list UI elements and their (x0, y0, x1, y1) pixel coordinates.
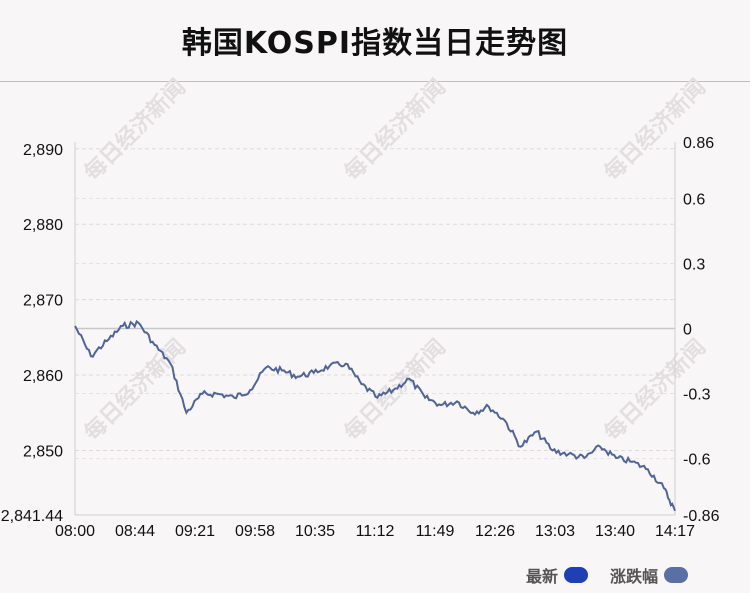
series-line (74, 319, 676, 512)
x-tick-2: 09:21 (175, 523, 215, 540)
y-left-tick-3: 2,870 (23, 293, 63, 310)
legend-item-latest[interactable]: 最新 (526, 563, 588, 587)
x-tick-1: 08:44 (115, 523, 155, 540)
x-tick-3: 09:58 (235, 523, 275, 540)
x-tick-8: 13:03 (535, 523, 575, 540)
watermark-text-0: 每日经济新闻 (79, 74, 191, 186)
y-left-tick-0: 2,841.44 (1, 508, 63, 525)
watermark-text-2: 每日经济新闻 (599, 74, 711, 186)
legend-label-latest: 最新 (525, 567, 558, 586)
y-left-tick-4: 2,880 (23, 217, 63, 234)
watermark-text-1: 每日经济新闻 (339, 74, 451, 186)
y-left-tick-1: 2,850 (23, 443, 63, 460)
x-tick-7: 12:26 (475, 523, 515, 540)
x-tick-6: 11:49 (416, 523, 455, 540)
x-tick-0: 08:00 (55, 523, 95, 540)
legend-label-change: 涨跌幅 (609, 567, 658, 586)
tick-labels: 2,841.44 2,850 2,860 2,870 2,880 2,890 -0.86 -0… (1, 135, 720, 540)
y-right-tick-5: 0.6 (683, 191, 705, 208)
legend-swatch-change (664, 567, 688, 583)
axes (74, 142, 676, 516)
title-divider (0, 81, 750, 82)
chart-title: 韩国KOSPI指数当日走势图 (181, 26, 569, 61)
y-left-tick-5: 2,890 (23, 142, 63, 159)
x-tick-9: 13:40 (595, 523, 635, 540)
y-right-tick-0: -0.86 (683, 508, 720, 525)
y-left-tick-2: 2,860 (23, 368, 63, 385)
y-right-tick-4: 0.3 (683, 256, 705, 273)
gridlines (75, 148, 675, 460)
legend: 最新 涨跌幅 (512, 563, 688, 587)
y-right-tick-6: 0.86 (683, 135, 714, 152)
x-tick-5: 11:12 (356, 523, 395, 540)
y-right-tick-3: 0 (683, 322, 692, 339)
y-right-tick-2: -0.3 (683, 387, 711, 404)
y-right-tick-1: -0.6 (683, 452, 711, 469)
legend-swatch-latest (563, 567, 588, 583)
x-tick-4: 10:35 (295, 523, 335, 540)
x-tick-10: 14:17 (655, 523, 695, 540)
watermark-text-4: 每日经济新闻 (339, 334, 451, 446)
legend-item-change[interactable]: 涨跌幅 (610, 563, 688, 587)
